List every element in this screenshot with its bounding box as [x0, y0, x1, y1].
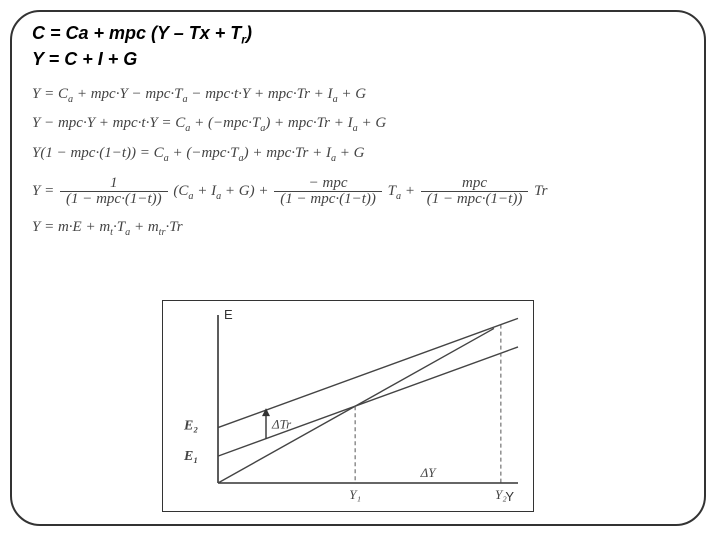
header: C = Ca + mpc (Y – Tx + Tr) Y = C + I + G: [32, 22, 684, 72]
svg-text:ΔTr: ΔTr: [271, 416, 292, 431]
header-line1: C = Ca + mpc (Y – Tx + Tr): [32, 22, 684, 48]
svg-text:E₂: E₂: [183, 419, 198, 434]
svg-text:E: E: [224, 307, 233, 322]
eq4: Y = 1(1 − mpc·(1−t)) (Ca + Ia + G) + − m…: [32, 176, 684, 207]
svg-text:ΔY: ΔY: [420, 465, 438, 480]
slide-frame: C = Ca + mpc (Y – Tx + Tr) Y = C + I + G…: [10, 10, 706, 526]
svg-text:Y₂: Y₂: [495, 487, 507, 502]
header-line2: Y = C + I + G: [32, 48, 684, 71]
equations: Y = Ca + mpc·Y − mpc·Ta − mpc·t·Y + mpc·…: [32, 80, 684, 243]
chart-svg: EYE₂E₁ΔTrΔYY₁Y₂: [163, 301, 533, 511]
eq3: Y(1 − mpc·(1−t)) = Ca + (−mpc·Ta) + mpc·…: [32, 139, 684, 168]
eq2: Y − mpc·Y + mpc·t·Y = Ca + (−mpc·Ta) + m…: [32, 109, 684, 138]
eq5: Y = m·E + mt·Ta + mtr·Tr: [32, 213, 684, 242]
eq1: Y = Ca + mpc·Y − mpc·Ta − mpc·t·Y + mpc·…: [32, 80, 684, 109]
svg-text:E₁: E₁: [183, 449, 198, 464]
keynesian-cross-chart: EYE₂E₁ΔTrΔYY₁Y₂: [162, 300, 534, 512]
svg-text:Y₁: Y₁: [349, 487, 361, 502]
